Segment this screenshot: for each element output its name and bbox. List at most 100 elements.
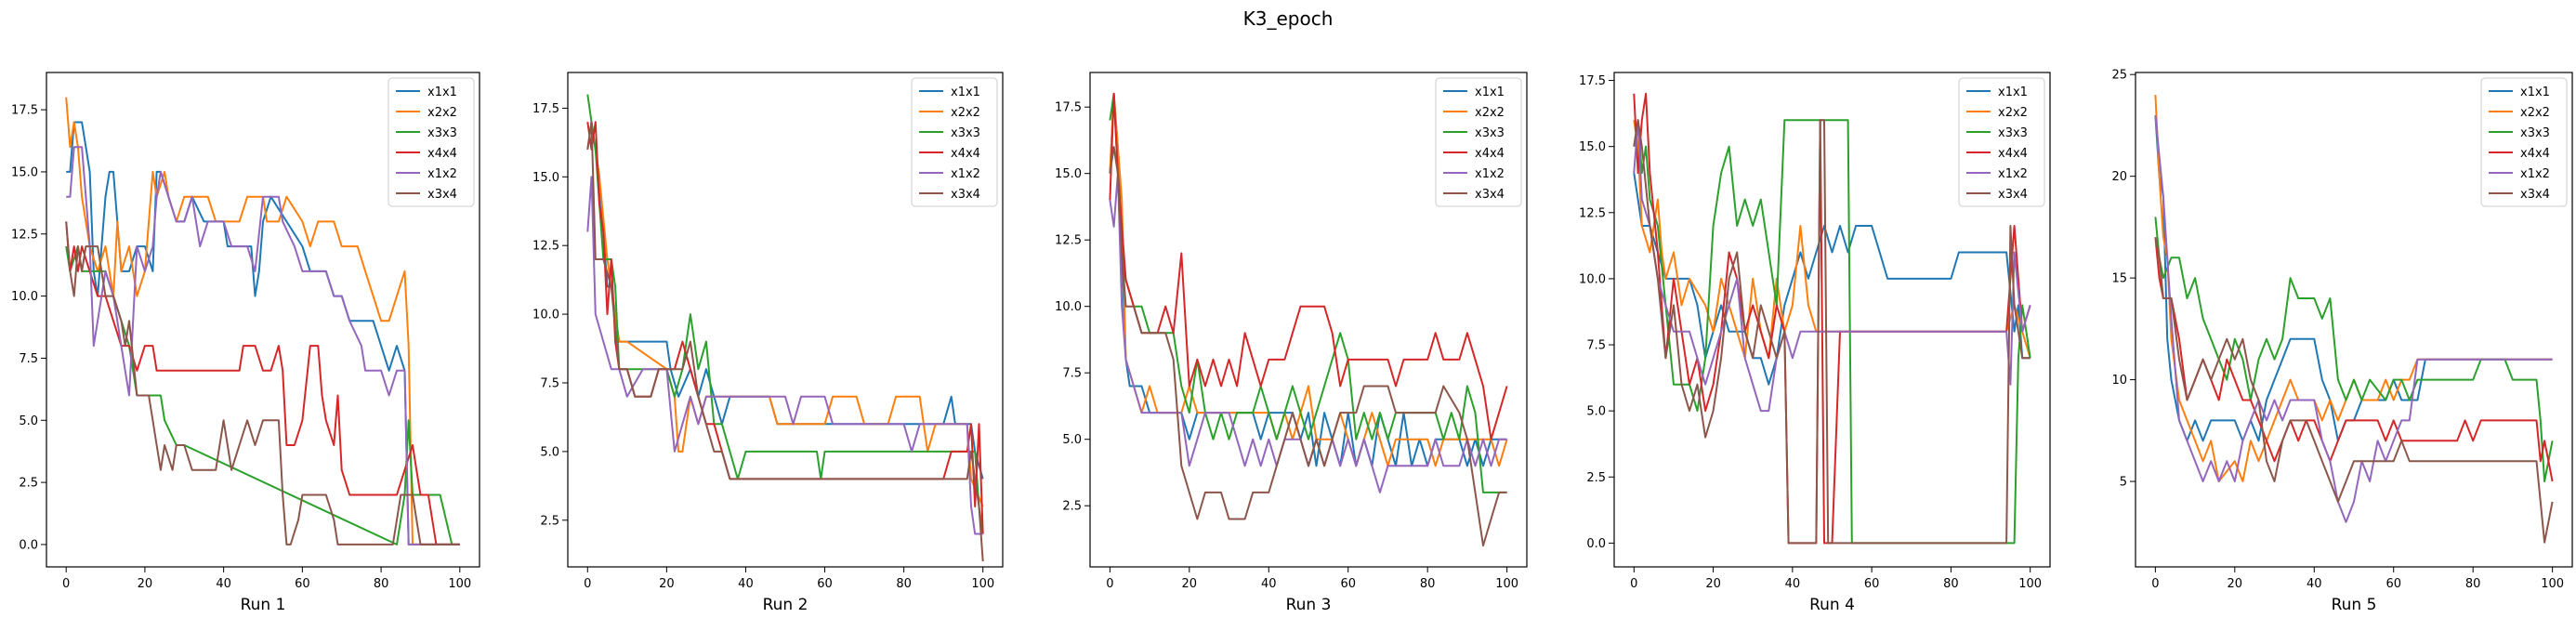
legend-label-x1x2: x1x2	[951, 167, 980, 181]
series-line-x2x2	[1633, 120, 2031, 360]
x-axis-label: Run 4	[1809, 596, 1855, 614]
x-tick-label: 0	[584, 577, 591, 591]
series-line-x2x2	[1109, 92, 1508, 467]
legend-label-x2x2: x2x2	[1475, 106, 1505, 120]
axes-frame	[46, 72, 480, 568]
x-tick-label: 100	[2018, 577, 2042, 591]
x-tick-label: 60	[817, 577, 833, 591]
legend-label-x1x2: x1x2	[1475, 167, 1505, 181]
x-tick-label: 100	[448, 577, 471, 591]
x-tick-label: 20	[1182, 577, 1198, 591]
x-tick-label: 60	[1864, 577, 1880, 591]
axes-frame	[1613, 72, 2051, 568]
axes-frame	[567, 72, 1004, 568]
y-tick-label: 7.5	[1062, 367, 1082, 381]
legend-label-x1x1: x1x1	[2520, 85, 2550, 99]
y-tick-label: 17.5	[1579, 74, 1606, 88]
legend-label-x4x4: x4x4	[951, 147, 980, 161]
x-tick-label: 0	[62, 577, 70, 591]
axes-frame	[1089, 72, 1528, 568]
x-tick-label: 100	[1495, 577, 1518, 591]
legend-label-x3x4: x3x4	[951, 188, 980, 202]
legend-label-x1x2: x1x2	[1998, 167, 2028, 181]
x-tick-label: 20	[659, 577, 675, 591]
x-tick-label: 20	[138, 577, 153, 591]
y-tick-label: 12.5	[532, 240, 559, 254]
legend-label-x4x4: x4x4	[2520, 147, 2550, 161]
y-tick-label: 10	[2111, 374, 2127, 388]
series-line-x3x4	[586, 121, 984, 562]
legend-box	[1958, 77, 2045, 207]
legend-label-x3x4: x3x4	[1475, 188, 1505, 202]
legend-label-x3x4: x3x4	[427, 188, 457, 202]
legend: x1x1 x2x2 x3x3 x4x4 x1x2 x3x4	[911, 77, 998, 207]
series-line-x3x4	[1633, 119, 2031, 545]
y-tick-label: 20	[2111, 170, 2127, 184]
x-tick-label: 20	[1705, 577, 1721, 591]
legend-label-x2x2: x2x2	[2520, 106, 2550, 120]
x-tick-label: 0	[1106, 577, 1113, 591]
chart-panel-4: 0 20 40 60 80 100 0.0 2.5 5.0 7.5 10.0 12.5 15.0 17.5…	[1579, 72, 2051, 614]
axes-frame	[2135, 72, 2573, 568]
x-tick-label: 60	[1340, 577, 1356, 591]
legend-label-x4x4: x4x4	[1475, 147, 1505, 161]
x-tick-label: 80	[896, 577, 912, 591]
y-tick-label: 5	[2120, 476, 2127, 490]
y-tick-label: 10.0	[1579, 272, 1606, 286]
y-tick-label: 15.0	[1055, 167, 1082, 181]
panels: 0 20 40 60 80 1000.02.55.07.510.012.515.017.5…	[11, 69, 2573, 614]
y-tick-label: 10.0	[532, 309, 559, 322]
legend-label-x4x4: x4x4	[427, 147, 457, 161]
series-line-x3x4	[65, 221, 460, 546]
y-tick-label: 2.5	[540, 514, 559, 528]
legend-label-x3x4: x3x4	[2520, 188, 2550, 202]
x-tick-label: 20	[2228, 577, 2243, 591]
y-tick-label: 17.5	[11, 104, 38, 118]
series-line-x1x2	[66, 146, 460, 546]
series-lines	[2154, 95, 2554, 544]
figure-title: K3_epoch	[1243, 7, 1334, 30]
legend: x1x1 x2x2 x3x3 x4x4 x1x2 x3x4	[1435, 77, 1522, 207]
legend-box	[388, 77, 475, 207]
series-lines	[65, 97, 460, 546]
series-line-x3x4	[1109, 146, 1507, 547]
chart-panel-5: 0 20 40 60 80 100 5 10 15 20 25 Run 5 x1x1 x2x2 x3x3 x4…	[2111, 69, 2573, 614]
legend-label-x3x3: x3x3	[951, 126, 980, 140]
y-tick-label: 12.5	[1579, 206, 1606, 220]
legend-label-x3x3: x3x3	[1998, 126, 2028, 140]
x-tick-label: 80	[1420, 577, 1436, 591]
y-tick-label: 5.0	[1062, 433, 1082, 447]
x-tick-label: 40	[1261, 577, 1277, 591]
y-tick-label: 12.5	[11, 228, 38, 242]
x-tick-label: 60	[295, 577, 310, 591]
legend-label-x2x2: x2x2	[427, 106, 457, 120]
y-tick-label: 0.0	[1586, 537, 1606, 551]
y-tick-label: 25	[2111, 69, 2127, 83]
chart-panel-3: 0 20 40 60 80 100 2.5 5.0 7.5 10.0 12.5 15.0 17.5 Run…	[1055, 72, 1528, 614]
x-tick-label: 80	[2465, 577, 2481, 591]
legend: x1x1 x2x2 x3x3 x4x4 x1x2 x3x4	[1958, 77, 2045, 207]
x-axis-label: Run 5	[2332, 596, 2377, 614]
y-tick-label: 2.5	[19, 477, 38, 491]
chart-panel-1: 0 20 40 60 80 100 0.0 2.5 5.0 7.5 10.0 12.5 15.0 17.5…	[11, 72, 480, 614]
chart-panel-2: 0 20 40 60 80 100 2.5 5.0 7.5 10.0 12.5 15.0 17.5 Run…	[532, 72, 1004, 614]
y-tick-label: 10.0	[1055, 300, 1082, 314]
y-tick-label: 12.5	[1055, 234, 1082, 248]
x-tick-label: 80	[1943, 577, 1959, 591]
y-tick-label: 2.5	[1586, 471, 1606, 485]
series-lines	[1109, 92, 1508, 547]
y-tick-label: 5.0	[19, 414, 38, 428]
y-tick-label: 2.5	[1062, 500, 1082, 514]
y-tick-label: 17.5	[532, 102, 559, 116]
series-line-x1x2	[1633, 119, 2031, 413]
y-tick-label: 10.0	[11, 290, 38, 304]
x-tick-label: 80	[374, 577, 389, 591]
x-tick-label: 40	[738, 577, 754, 591]
x-tick-label: 60	[2385, 577, 2401, 591]
legend-label-x1x2: x1x2	[427, 167, 457, 181]
series-line-x4x4	[586, 121, 984, 534]
x-axis-label: Run 3	[1286, 596, 1332, 614]
x-tick-label: 40	[216, 577, 231, 591]
series-lines	[1633, 92, 2031, 545]
legend-label-x3x3: x3x3	[427, 126, 457, 140]
